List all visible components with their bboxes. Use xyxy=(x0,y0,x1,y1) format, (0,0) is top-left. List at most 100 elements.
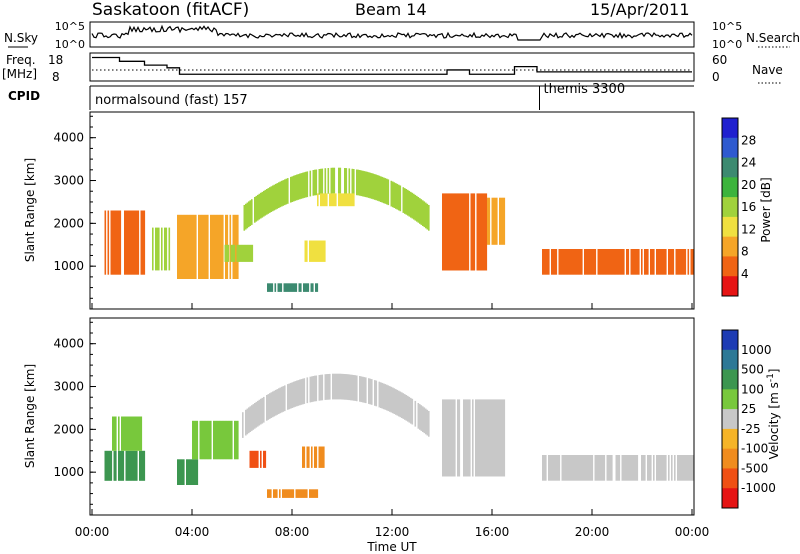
power-echo-column xyxy=(460,193,462,271)
velocity-echo-column xyxy=(121,450,123,481)
power-ytick-label: 4000 xyxy=(53,131,84,145)
velocity-echo-column xyxy=(133,416,135,451)
power-echo-column xyxy=(454,193,456,271)
power-echo-column xyxy=(620,249,622,275)
power-echo-column xyxy=(304,240,307,262)
power-echo-column xyxy=(636,249,639,275)
velocity-echo-column xyxy=(245,409,247,436)
power-echo-column xyxy=(198,214,200,279)
velocity-echo-column xyxy=(668,455,670,481)
velocity-echo-column xyxy=(642,455,645,481)
velocity-echo-column xyxy=(228,420,230,460)
power-echo-column xyxy=(425,202,427,229)
power-echo-column xyxy=(662,249,664,275)
power-echo-column xyxy=(134,210,137,275)
velocity-echo-column xyxy=(186,459,188,485)
power-echo-column xyxy=(116,210,119,275)
velocity-echo-column xyxy=(139,416,141,451)
velocity-echo-column xyxy=(300,489,302,498)
power-echo-column xyxy=(201,214,203,279)
power-echo-column xyxy=(683,249,685,275)
power-echo-column xyxy=(245,203,247,230)
velocity-echo-column xyxy=(478,399,480,477)
velocity-echo-column xyxy=(363,377,366,403)
velocity-echo-column xyxy=(567,455,570,481)
power-echo-column xyxy=(657,249,660,275)
power-echo-column xyxy=(499,197,501,245)
velocity-echo-column xyxy=(659,455,661,481)
power-echo-column xyxy=(152,227,154,271)
power-echo-column xyxy=(600,249,603,275)
velocity-echo-column xyxy=(257,400,259,427)
velocity-echo-column xyxy=(251,405,253,431)
power-echo-column xyxy=(449,193,452,271)
power-echo-column xyxy=(226,244,228,262)
velocity-echo-column xyxy=(282,386,285,412)
velocity-echo-column xyxy=(121,416,123,451)
velocity-echo-column xyxy=(266,395,268,421)
velocity-echo-column xyxy=(142,450,144,481)
power-echo-column xyxy=(650,249,652,275)
power-echo-column xyxy=(318,169,321,195)
power-echo-column xyxy=(131,210,134,275)
velocity-echo-column xyxy=(408,396,411,423)
velocity-echo-column xyxy=(318,375,321,401)
velocity-echo-column xyxy=(300,379,303,405)
power-echo-column xyxy=(236,244,239,262)
velocity-echo-column xyxy=(291,489,293,498)
velocity-echo-column xyxy=(309,376,312,403)
velocity-echo-column xyxy=(261,397,264,424)
power-echo-column xyxy=(345,193,348,207)
power-echo-column xyxy=(335,193,337,207)
power-echo-column xyxy=(479,193,482,271)
velocity-echo-column xyxy=(143,450,146,481)
velocity-echo-column xyxy=(303,378,306,404)
velocity-echo-column xyxy=(192,459,194,485)
power-echo-column xyxy=(278,182,280,208)
velocity-echo-column xyxy=(113,416,116,451)
velocity-echo-column xyxy=(210,420,212,460)
velocity-echo-column xyxy=(214,420,217,460)
power-echo-column xyxy=(615,249,618,275)
velocity-echo-column xyxy=(466,399,468,477)
power-echo-column xyxy=(407,189,409,216)
power-ytick-label: 3000 xyxy=(53,174,84,188)
velocity-colorbar: 1000 500 100 25 -25 -100 -500 -1000 xyxy=(721,329,776,509)
velocity-echo-column xyxy=(420,405,423,431)
power-echo-column xyxy=(264,189,267,216)
power-echo-column xyxy=(488,197,491,245)
power-echo-column xyxy=(316,283,319,292)
velocity-echo-column xyxy=(585,455,588,481)
velocity-echo-column xyxy=(417,403,420,429)
power-echo-column xyxy=(118,210,120,275)
power-echo-column xyxy=(588,249,591,275)
power-echo-column xyxy=(292,283,295,292)
velocity-echo-column xyxy=(204,420,206,460)
velocity-echo-column xyxy=(636,455,639,481)
power-echo-column xyxy=(457,193,459,271)
power-echo-column xyxy=(297,174,300,200)
velocity-echo-column xyxy=(195,420,197,460)
velocity-echo-column xyxy=(347,374,349,400)
velocity-echo-column xyxy=(362,376,364,403)
velocity-echo-column xyxy=(335,373,337,400)
velocity-echo-column xyxy=(503,399,506,477)
velocity-echo-column xyxy=(374,380,376,406)
power-echo-column xyxy=(190,214,193,279)
velocity-echo-column xyxy=(251,450,253,468)
power-echo-column xyxy=(554,249,556,275)
power-echo-column xyxy=(623,249,625,275)
power-echo-column xyxy=(342,193,345,207)
power-echo-column xyxy=(277,283,280,292)
velocity-echo-column xyxy=(384,384,387,410)
power-echo-column xyxy=(466,193,468,271)
velocity-echo-column xyxy=(380,382,382,408)
velocity-echo-column xyxy=(542,455,544,481)
power-echo-column xyxy=(564,249,567,275)
velocity-echo-column xyxy=(223,420,226,460)
velocity-echo-column xyxy=(302,446,304,468)
velocity-echo-column xyxy=(264,450,267,468)
power-echo-column xyxy=(238,244,240,262)
velocity-echo-column xyxy=(472,399,474,477)
velocity-echo-column xyxy=(140,450,143,481)
